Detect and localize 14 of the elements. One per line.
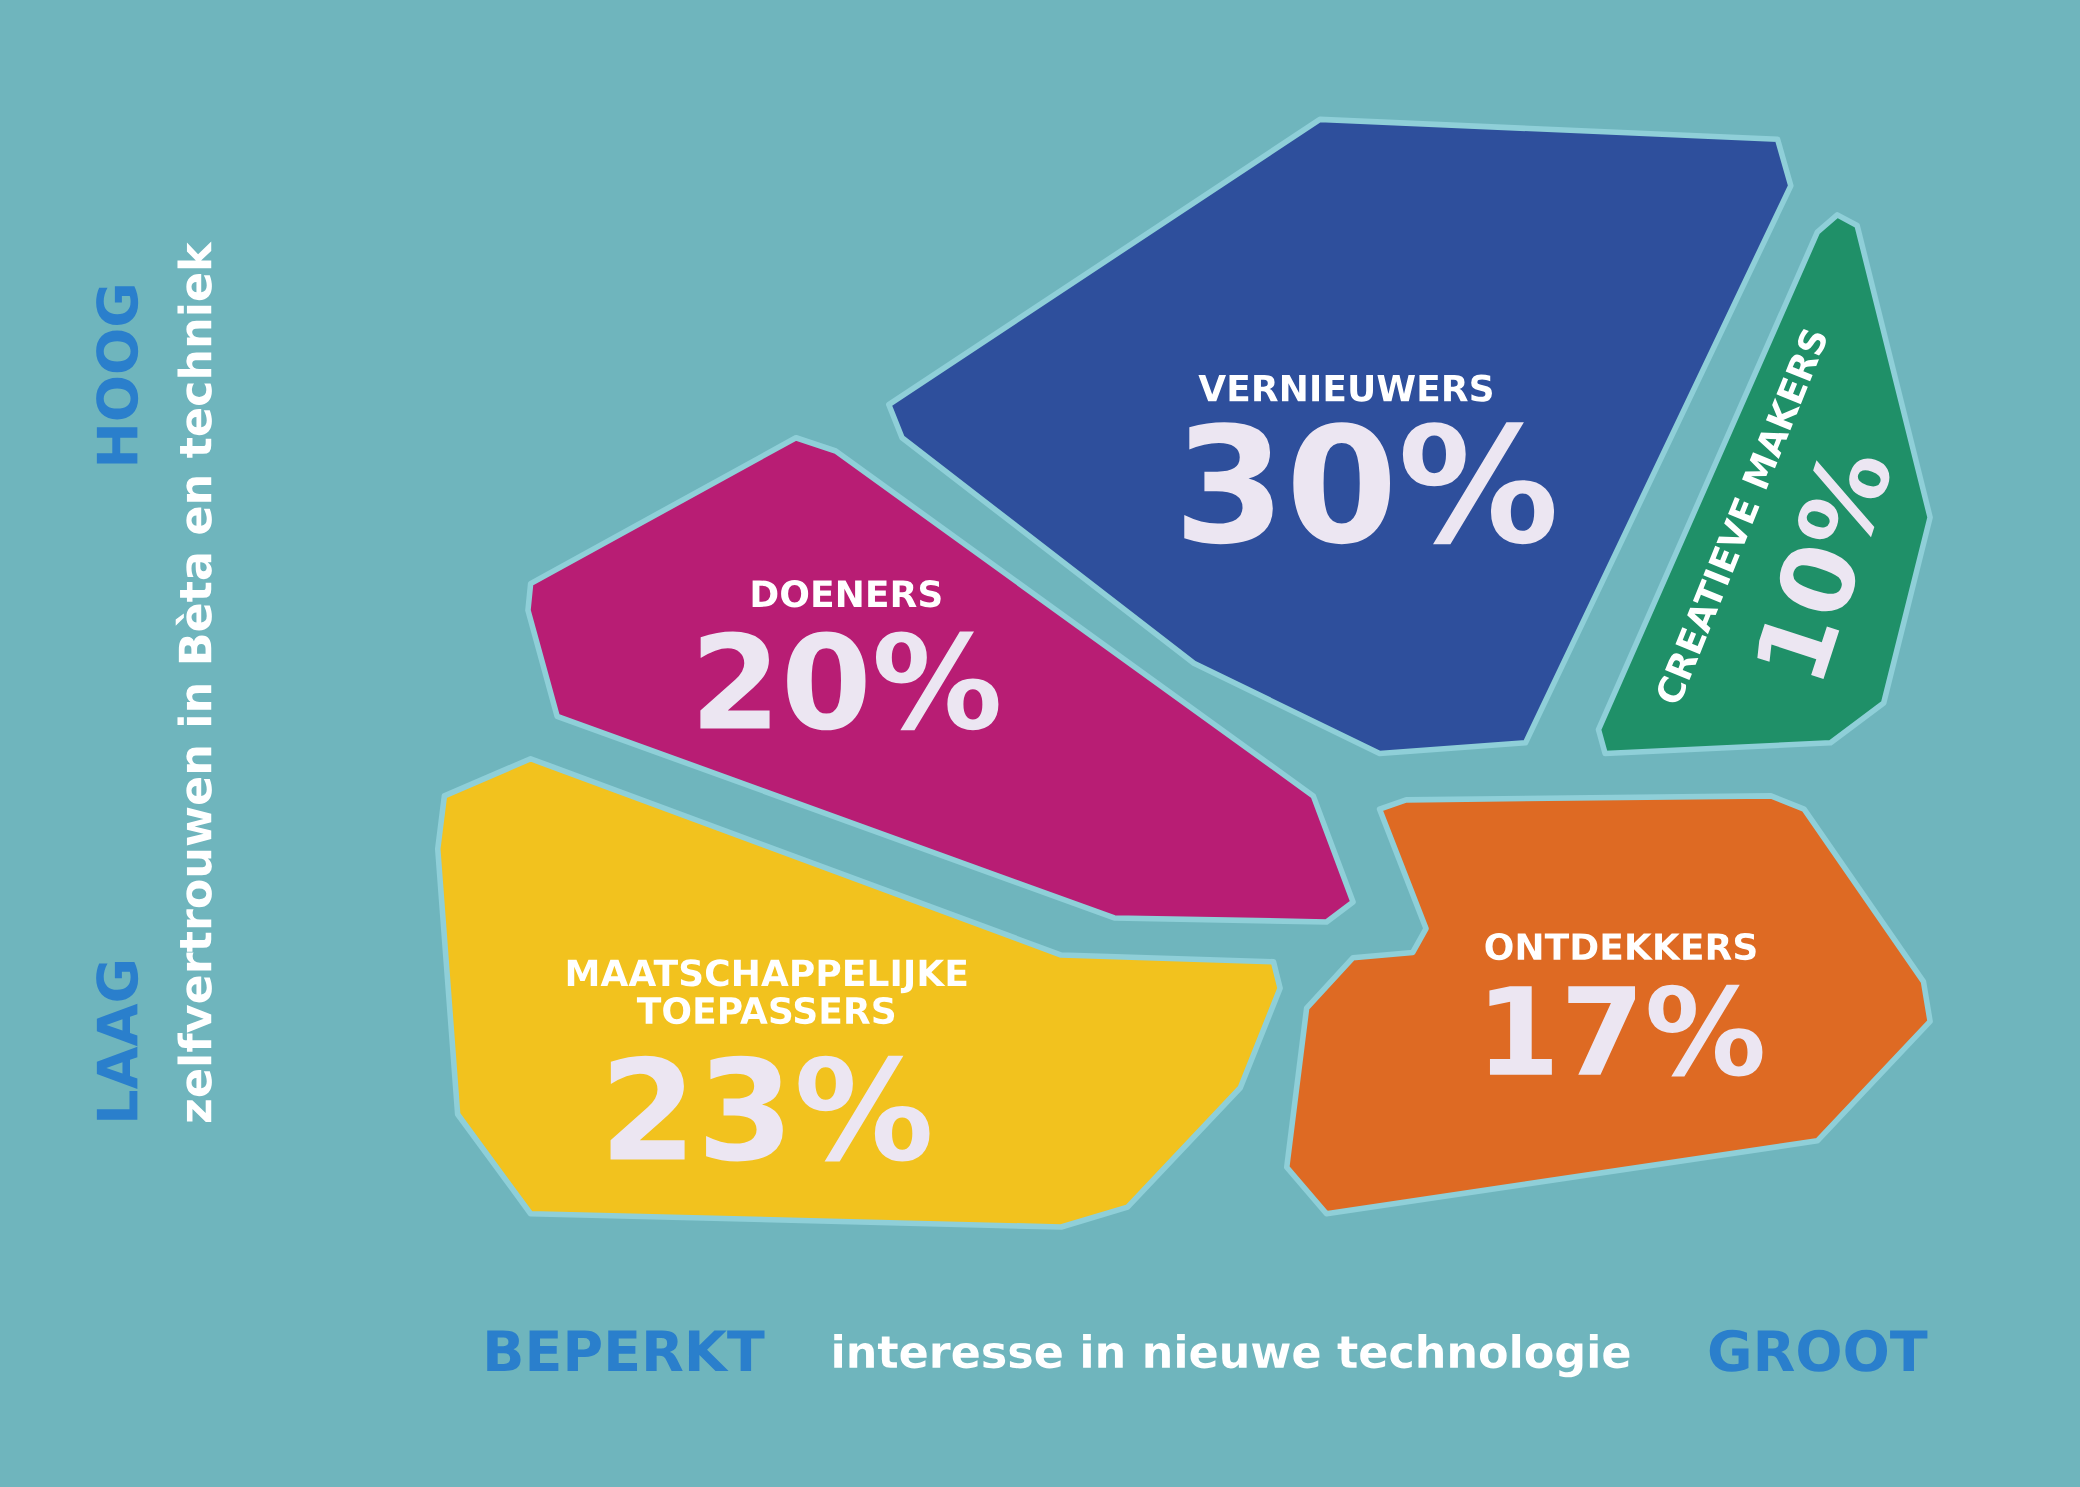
- data-label: 23%: [610, 1055, 930, 1162]
- text: GROOT: [1709, 1329, 1928, 1372]
- text: HOOG: [96, 286, 139, 464]
- data-label: 30%: [1184, 422, 1555, 545]
- text: interesse in nieuwe technologie: [834, 1334, 1630, 1378]
- text: zelfvertrouwen in Bèta en techniek: [175, 241, 212, 1122]
- data-label: 17%: [1489, 984, 1763, 1077]
- category-label: MAATSCHAPPELIJKE TOEPASSERS: [567, 959, 967, 1025]
- text: BEPERKT: [487, 1330, 765, 1372]
- text: LAAG: [96, 961, 139, 1120]
- data-label: 20%: [700, 631, 999, 731]
- category-label: VERNIEUWERS: [1198, 374, 1492, 402]
- category-label: ONTDEKKERS: [1485, 932, 1756, 961]
- category-label: DOENERS: [752, 580, 941, 608]
